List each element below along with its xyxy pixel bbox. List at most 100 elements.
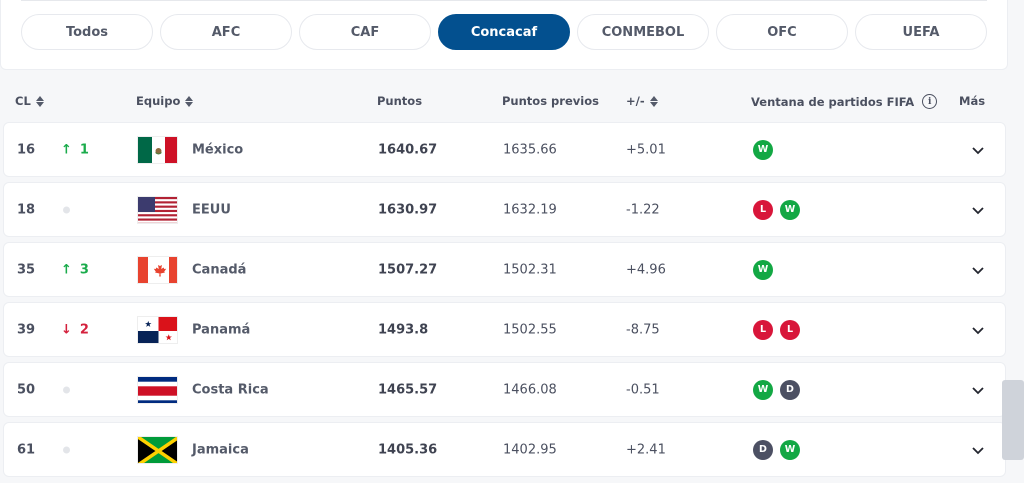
no-change-dot-icon	[63, 446, 70, 453]
win-badge: W	[753, 259, 773, 280]
rank-value: 16	[17, 142, 36, 157]
no-change-dot-icon	[63, 386, 70, 393]
chevron-down-icon[interactable]	[970, 442, 986, 458]
points-value: 1493.8	[378, 322, 429, 337]
previous-points-value: 1466.08	[503, 382, 557, 397]
points-value: 1465.57	[378, 382, 438, 397]
table-row[interactable]: 16 ↑ 1 México 1640.67 1635.66 +5.01 W	[3, 122, 1006, 177]
points-value: 1507.27	[378, 262, 438, 277]
points-value: 1640.67	[378, 142, 438, 157]
tab-uefa[interactable]: UEFA	[855, 14, 987, 50]
match-window-results: W D	[753, 379, 800, 400]
column-rank-header[interactable]: CL	[15, 94, 44, 108]
match-window-results: L W	[753, 199, 800, 220]
arrow-up-icon: ↑	[61, 262, 72, 277]
diff-value: +5.01	[626, 142, 666, 157]
win-badge: W	[780, 199, 800, 220]
column-points-label: Puntos	[377, 94, 423, 108]
sort-icon[interactable]	[649, 95, 658, 107]
table-row[interactable]: 61 Jamaica 1405.36 1402.95 +2.41 D W	[3, 422, 1006, 477]
sort-icon[interactable]	[185, 95, 194, 107]
diff-value: +2.41	[626, 442, 666, 457]
column-team-label: Equipo	[136, 94, 181, 108]
column-previous-points-header: Puntos previos	[502, 94, 599, 108]
jamaica-flag-icon	[137, 435, 178, 464]
column-window-label: Ventana de partidos FIFA	[751, 94, 915, 109]
points-value: 1405.36	[378, 442, 438, 457]
rank-value: 50	[17, 382, 36, 397]
tab-todos[interactable]: Todos	[21, 14, 153, 50]
rank-value: 35	[17, 262, 36, 277]
chevron-down-icon[interactable]	[970, 202, 986, 218]
rank-value: 18	[17, 202, 36, 217]
previous-points-value: 1635.66	[503, 142, 557, 157]
no-change-dot-icon	[63, 206, 70, 213]
team-name[interactable]: EEUU	[192, 202, 231, 217]
win-badge: W	[753, 139, 773, 160]
column-points-header: Puntos	[377, 94, 422, 108]
rank-change-value: 3	[79, 262, 89, 277]
diff-value: +4.96	[626, 262, 666, 277]
team-name[interactable]: Canadá	[192, 262, 247, 277]
usa-flag-icon	[137, 195, 178, 224]
team-name[interactable]: Panamá	[192, 322, 251, 337]
table-row[interactable]: 18 EEUU 1630.97 1632.19 -1.22 L W	[3, 182, 1006, 237]
team-name[interactable]: México	[192, 142, 244, 157]
divider	[21, 0, 987, 1]
previous-points-value: 1632.19	[503, 202, 557, 217]
rank-change: ↓ 2	[61, 322, 89, 337]
column-diff-header[interactable]: +/-	[626, 94, 658, 108]
match-window-results: W	[753, 139, 773, 160]
scrollbar-thumb[interactable]	[1002, 380, 1024, 460]
column-diff-label: +/-	[626, 94, 645, 108]
rank-value: 61	[17, 442, 36, 457]
rank-change-value: 2	[79, 322, 89, 337]
match-window-results: W	[753, 259, 773, 280]
tab-afc[interactable]: AFC	[160, 14, 292, 50]
diff-value: -8.75	[626, 322, 660, 337]
chevron-down-icon[interactable]	[970, 382, 986, 398]
table-row[interactable]: 35 ↑ 3 Canadá 1507.27 1502.31 +4.96 W	[3, 242, 1006, 297]
draw-badge: D	[753, 439, 773, 460]
column-more-label: Más	[959, 94, 986, 108]
arrow-down-icon: ↓	[61, 322, 72, 337]
win-badge: W	[780, 439, 800, 460]
column-team-header[interactable]: Equipo	[136, 94, 194, 108]
column-more-header: Más	[959, 94, 985, 108]
points-value: 1630.97	[378, 202, 438, 217]
tab-ofc[interactable]: OFC	[716, 14, 848, 50]
column-window-header: Ventana de partidos FIFA i	[751, 94, 938, 109]
tab-caf[interactable]: CAF	[299, 14, 431, 50]
table-row[interactable]: 50 Costa Rica 1465.57 1466.08 -0.51 W D	[3, 362, 1006, 417]
canada-flag-icon	[137, 255, 178, 284]
chevron-down-icon[interactable]	[970, 322, 986, 338]
previous-points-value: 1502.55	[503, 322, 557, 337]
rank-change: ↑ 1	[61, 142, 89, 157]
diff-value: -1.22	[626, 202, 660, 217]
draw-badge: D	[780, 379, 800, 400]
tab-concacaf[interactable]: Concacaf	[438, 14, 570, 50]
mexico-flag-icon	[137, 135, 178, 164]
rank-change: ↑ 3	[61, 262, 89, 277]
team-name[interactable]: Costa Rica	[192, 382, 269, 397]
chevron-down-icon[interactable]	[970, 262, 986, 278]
loss-badge: L	[780, 319, 800, 340]
match-window-results: D W	[753, 439, 800, 460]
chevron-down-icon[interactable]	[970, 142, 986, 158]
win-badge: W	[753, 379, 773, 400]
arrow-up-icon: ↑	[61, 142, 72, 157]
loss-badge: L	[753, 319, 773, 340]
column-previous-points-label: Puntos previos	[502, 94, 599, 108]
costa-rica-flag-icon	[137, 375, 178, 404]
team-name[interactable]: Jamaica	[192, 442, 249, 457]
tab-conmebol[interactable]: CONMEBOL	[577, 14, 709, 50]
loss-badge: L	[753, 199, 773, 220]
sort-icon[interactable]	[35, 95, 44, 107]
rank-change-value: 1	[79, 142, 89, 157]
match-window-results: L L	[753, 319, 800, 340]
panama-flag-icon	[137, 315, 178, 344]
confederation-tabs: Todos AFC CAF Concacaf CONMEBOL OFC UEFA	[21, 14, 987, 50]
info-icon[interactable]: i	[922, 94, 938, 109]
column-rank-label: CL	[15, 94, 31, 108]
table-row[interactable]: 39 ↓ 2 Panamá 1493.8 1502.55 -8.75 L L	[3, 302, 1006, 357]
